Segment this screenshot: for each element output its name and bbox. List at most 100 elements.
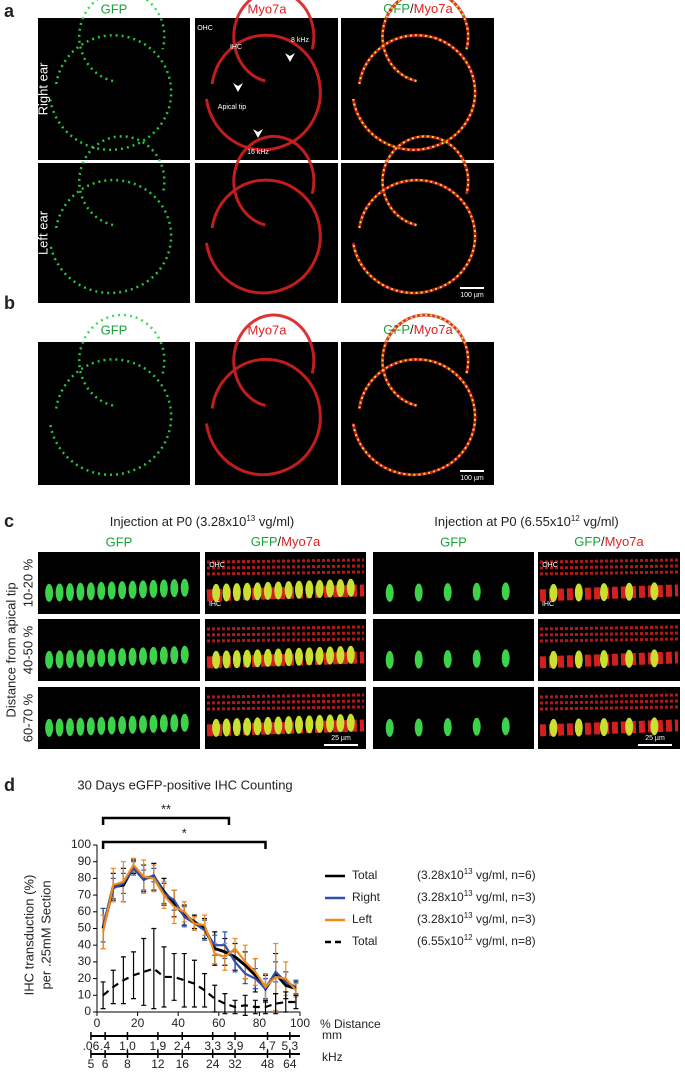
micrograph <box>195 163 338 303</box>
ihc-cell <box>170 714 179 733</box>
ohc-row <box>539 625 679 631</box>
series-line <box>102 967 296 1009</box>
text-part: (3.28x10 <box>417 868 464 882</box>
annotation: IHC <box>230 44 242 51</box>
ihc-cell <box>45 718 54 737</box>
ihc-cell <box>253 582 262 601</box>
ihc-cell <box>574 650 583 669</box>
micrograph <box>38 18 190 160</box>
ohc-row <box>206 564 365 570</box>
extra-tick-label: 5.3 <box>282 1039 299 1053</box>
row-label: 60-70 % <box>20 693 35 742</box>
arrowhead <box>233 83 243 92</box>
cochlea-spiral <box>48 135 173 295</box>
ihc-row <box>539 584 679 602</box>
legend-detail: (3.28x1013 vg/ml, n=3) <box>417 911 536 927</box>
ihc-cell <box>414 718 423 737</box>
scale-label: 25 µm <box>645 735 665 742</box>
micrograph <box>341 163 494 303</box>
series-line <box>102 866 297 991</box>
y-tick-label: 30 <box>78 954 92 968</box>
ihc-cell <box>326 579 335 598</box>
ohc-row <box>206 558 365 564</box>
ihc-cell <box>180 713 189 732</box>
ihc-cell <box>315 646 324 665</box>
scale-label: 25 µm <box>331 735 351 742</box>
ihc-cell <box>253 649 262 668</box>
row-label: Right ear <box>35 62 50 115</box>
ihc-cell <box>222 650 231 669</box>
ihc-cell <box>149 714 158 733</box>
cochlea-spiral <box>352 313 476 476</box>
ihc-cell <box>284 648 293 667</box>
ohc-row <box>539 637 679 643</box>
ihc-cell <box>650 717 659 736</box>
extra-tick-label: 1.9 <box>150 1039 167 1053</box>
y-tick-label: 80 <box>78 871 92 885</box>
ihc-row <box>539 651 679 669</box>
ihc-cell <box>625 717 634 736</box>
y-tick-label: 20 <box>78 971 92 985</box>
text-part: vg/ml) <box>580 514 619 529</box>
ihc-cell <box>574 718 583 737</box>
column-header: GFP/Myo7a <box>574 534 644 549</box>
ihc-cell <box>212 718 221 737</box>
micrograph <box>373 619 534 681</box>
annotation: IHC <box>209 601 221 608</box>
y-axis-label: IHC transduction (%) <box>21 875 36 996</box>
panel-label: a <box>4 1 15 21</box>
micrograph <box>538 619 680 681</box>
ihc-cell <box>97 716 106 735</box>
ihc-cell <box>574 583 583 602</box>
ihc-cell <box>86 582 95 601</box>
ihc-cell <box>385 718 394 737</box>
ohc-row <box>539 570 679 576</box>
ihc-cell <box>414 650 423 669</box>
panel-label: c <box>4 511 14 531</box>
annotation: OHC <box>209 562 225 569</box>
y-axis-label: per .25mM Section <box>38 880 53 989</box>
ihc-cell <box>55 650 64 669</box>
text-part: (6.55x10 <box>417 934 464 948</box>
micrograph <box>195 342 338 485</box>
ihc-cell <box>97 581 106 600</box>
extra-tick-label: 5 <box>88 1057 95 1071</box>
error-bar <box>222 993 228 1015</box>
arrowhead <box>285 53 295 62</box>
cochlea-spiral <box>352 135 476 294</box>
text-part: Myo7a <box>605 534 645 549</box>
legend-detail: (3.28x1013 vg/ml, n=6) <box>417 867 536 883</box>
x-tick-label: 0 <box>94 1016 101 1030</box>
ihc-cell <box>472 717 481 736</box>
extra-tick-label: 16 <box>176 1057 190 1071</box>
y-tick-label: 70 <box>78 887 92 901</box>
ihc-cell <box>284 581 293 600</box>
ihc-cell <box>97 648 106 667</box>
cochlea-spiral <box>48 313 173 476</box>
cochlea-spiral <box>204 313 322 477</box>
micrograph <box>373 687 534 749</box>
legend-label: Total <box>352 868 377 882</box>
ohc-row <box>539 558 679 564</box>
ihc-cell <box>501 582 510 601</box>
text-part: vg/ml, n=6) <box>473 868 536 882</box>
extra-tick-label: 3.9 <box>227 1039 244 1053</box>
ihc-cell <box>243 649 252 668</box>
ihc-cell <box>65 583 74 602</box>
extra-tick-label: 48 <box>261 1057 275 1071</box>
ihc-cell <box>274 716 283 735</box>
ihc-cell <box>315 714 324 733</box>
cochlea-spiral <box>204 0 322 152</box>
ihc-cell <box>86 649 95 668</box>
ihc-cell <box>336 579 345 598</box>
ohc-row <box>539 693 679 699</box>
legend-detail: (3.28x1013 vg/ml, n=3) <box>417 889 536 905</box>
ohc-row <box>206 625 365 631</box>
ohc-row <box>206 705 365 711</box>
column-header: Myo7a <box>247 1 287 16</box>
x-tick-label: 40 <box>172 1016 186 1030</box>
ihc-cell <box>650 582 659 601</box>
annotation: Apical tip <box>218 104 247 111</box>
text-part: 13 <box>464 867 473 876</box>
ihc-cell <box>118 648 127 667</box>
